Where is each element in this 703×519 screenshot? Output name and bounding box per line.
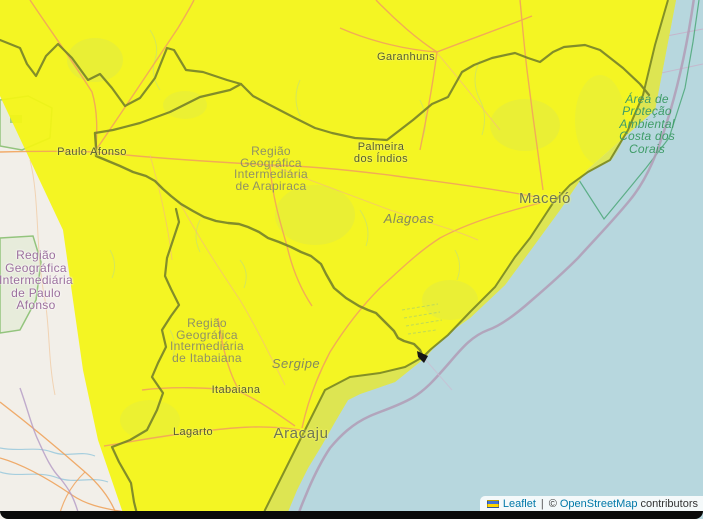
leaflet-link[interactable]: Leaflet <box>502 498 536 510</box>
leaflet-flag-icon <box>486 500 499 508</box>
coastline <box>261 0 669 519</box>
river-mouth-mark <box>417 351 428 363</box>
window-bottom-frame <box>0 511 703 519</box>
openstreetmap-link[interactable]: OpenStreetMap <box>559 498 638 510</box>
attribution-bar: Leaflet | © OpenStreetMap contributors <box>479 496 703 512</box>
roads-major <box>0 0 544 447</box>
warning-overlay-polygon <box>0 0 676 519</box>
protected-area-boundary-line <box>576 0 700 221</box>
wetland-hatching <box>401 303 443 335</box>
attribution-separator: | <box>540 498 544 510</box>
contributors-text: contributors <box>640 498 698 510</box>
warning-overlay-coastal-band <box>262 0 676 519</box>
admin-boundaries <box>0 38 651 516</box>
reef-line <box>296 0 695 517</box>
copyright-symbol: © <box>548 498 557 510</box>
ferry-line <box>423 357 453 391</box>
